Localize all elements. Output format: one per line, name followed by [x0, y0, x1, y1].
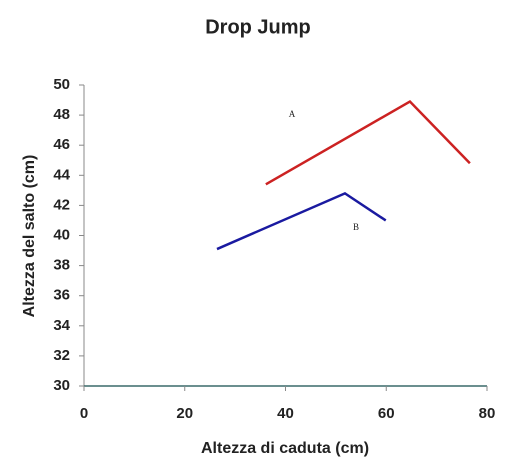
series-label: A: [289, 109, 296, 119]
chart-title: Drop Jump: [205, 16, 311, 38]
y-tick-label: 38: [53, 257, 70, 274]
x-tick-label: 40: [277, 405, 294, 422]
y-tick-label: 40: [53, 226, 70, 243]
y-tick-label: 50: [53, 76, 70, 93]
x-tick-label: 60: [378, 405, 395, 422]
x-tick-label: 0: [80, 405, 88, 422]
x-axis-label: Altezza di caduta (cm): [201, 440, 369, 457]
x-tick-label: 20: [176, 405, 193, 422]
y-tick-label: 42: [53, 196, 70, 213]
series-line: [216, 191, 387, 251]
x-tick-label: 80: [479, 405, 496, 422]
y-tick-label: 30: [53, 377, 70, 394]
y-axis-label: Altezza del salto (cm): [21, 155, 38, 318]
y-tick-label: 32: [53, 347, 70, 364]
y-tick-label: 34: [53, 317, 70, 334]
y-tick-label: 44: [53, 166, 70, 183]
y-tick-label: 46: [53, 136, 70, 153]
y-tick-label: 48: [53, 106, 70, 123]
series-line: [265, 99, 471, 186]
series-label: B: [353, 222, 359, 232]
y-tick-label: 36: [53, 287, 70, 304]
